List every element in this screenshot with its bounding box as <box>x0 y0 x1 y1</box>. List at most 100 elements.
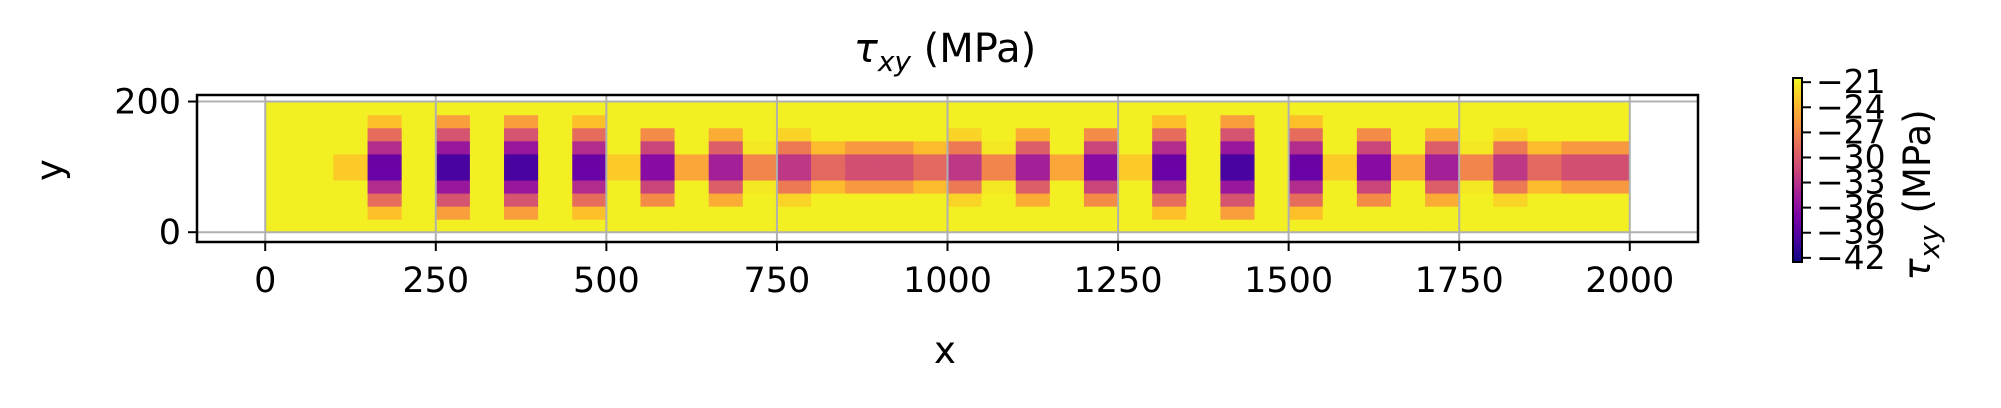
heatmap-cell <box>1186 166 1222 181</box>
heatmap-cell <box>1561 166 1597 181</box>
heatmap-cell <box>401 101 437 116</box>
heatmap-cell <box>776 179 812 194</box>
heatmap-cell <box>1118 140 1153 155</box>
heatmap-cell <box>367 101 403 116</box>
heatmap-cell <box>435 114 471 129</box>
heatmap-cell <box>674 114 710 129</box>
x-tick-label: 1750 <box>1415 261 1504 301</box>
heatmap-cell <box>1254 166 1290 181</box>
colorbar-tick-label: −21 <box>1816 62 1886 101</box>
heatmap-cell <box>1390 193 1426 207</box>
x-tick-label: 250 <box>402 261 469 301</box>
heatmap-cell <box>1049 179 1085 194</box>
heatmap-cell <box>606 219 642 233</box>
heatmap-cell <box>606 153 642 168</box>
heatmap-cell <box>333 127 369 142</box>
heatmap-cell <box>572 193 607 207</box>
heatmap-cell <box>469 166 505 181</box>
heatmap-cell <box>1595 219 1631 233</box>
heatmap-cell <box>811 166 846 181</box>
heatmap-cell <box>1152 166 1187 181</box>
heatmap-cell <box>1459 219 1494 233</box>
heatmap-cell <box>708 206 744 220</box>
heatmap-cell <box>1015 140 1051 155</box>
heatmap-cell <box>1220 193 1256 207</box>
heatmap-cell <box>606 127 642 142</box>
heatmap-cell <box>1152 206 1187 220</box>
heatmap-cell <box>1288 193 1324 207</box>
heatmap-cell <box>572 206 607 220</box>
heatmap-cell <box>674 101 710 116</box>
heatmap-cell <box>1493 153 1529 168</box>
heatmap-cell <box>538 179 573 194</box>
heatmap-cell <box>265 206 300 220</box>
heatmap-cell <box>606 140 642 155</box>
heatmap-cell <box>1425 127 1460 142</box>
heatmap-cell <box>299 193 335 207</box>
heatmap-cell <box>1152 219 1187 233</box>
heatmap-cell <box>708 219 744 233</box>
heatmap-cell <box>674 153 710 168</box>
heatmap-cell <box>640 219 676 233</box>
heatmap-cell <box>708 114 744 129</box>
heatmap-cell <box>1561 153 1597 168</box>
heatmap-cell <box>674 127 710 142</box>
heatmap-cell <box>913 153 949 168</box>
heatmap-cell <box>1220 101 1256 116</box>
heatmap-cell <box>913 166 949 181</box>
heatmap-cell <box>947 153 983 168</box>
heatmap-cell <box>1083 179 1119 194</box>
heatmap-cell <box>1049 127 1085 142</box>
heatmap-cell <box>1049 114 1085 129</box>
heatmap-cell <box>367 114 403 129</box>
heatmap-cell <box>879 127 914 142</box>
heatmap-cell <box>1425 219 1460 233</box>
heatmap-cell <box>879 140 914 155</box>
heatmap-cell <box>504 219 539 233</box>
heatmap-cell <box>1322 206 1358 220</box>
heatmap-cell <box>1459 101 1494 116</box>
heatmap-cell <box>1493 114 1529 129</box>
heatmap-cell <box>1083 127 1119 142</box>
heatmap-cell <box>913 206 949 220</box>
heatmap-cell <box>1356 179 1392 194</box>
heatmap-cell <box>776 166 812 181</box>
heatmap-cell <box>708 193 744 207</box>
heatmap-cell <box>435 193 471 207</box>
heatmap-cell <box>1527 127 1563 142</box>
heatmap-cell <box>742 179 778 194</box>
heatmap-cell <box>367 127 403 142</box>
gridlines <box>197 95 1698 242</box>
heatmap-cell <box>1288 166 1324 181</box>
heatmap-cell <box>1595 206 1631 220</box>
heatmap-cell <box>265 101 300 116</box>
heatmap-cell <box>401 140 437 155</box>
heatmap-cell <box>469 219 505 233</box>
colorbar-ticks: −21−24−27−30−33−36−39−42 <box>1802 62 1886 277</box>
heatmap-cell <box>1493 219 1529 233</box>
heatmap-cell <box>435 179 471 194</box>
heatmap-cell <box>776 140 812 155</box>
heatmap-cell <box>1118 166 1153 181</box>
heatmap-cell <box>742 101 778 116</box>
heatmap-cell <box>1288 140 1324 155</box>
heatmap-cell <box>504 179 539 194</box>
heatmap-cell <box>435 127 471 142</box>
heatmap-cell <box>367 153 403 168</box>
heatmap-cell <box>504 166 539 181</box>
heatmap-cell <box>708 127 744 142</box>
heatmap-cell <box>1083 206 1119 220</box>
heatmap-cell <box>1186 153 1222 168</box>
heatmap-cell <box>299 179 335 194</box>
heatmap-cell <box>947 101 983 116</box>
x-tick-label: 1500 <box>1244 261 1333 301</box>
heatmap-cell <box>1425 114 1460 129</box>
heatmap-cell <box>1152 193 1187 207</box>
heatmap-cell <box>742 193 778 207</box>
heatmap-cell <box>674 166 710 181</box>
heatmap-cell <box>742 127 778 142</box>
title-subscript: xy <box>877 45 912 78</box>
heatmap-cell <box>947 140 983 155</box>
heatmap-cell <box>1220 153 1256 168</box>
heatmap-cell <box>742 166 778 181</box>
